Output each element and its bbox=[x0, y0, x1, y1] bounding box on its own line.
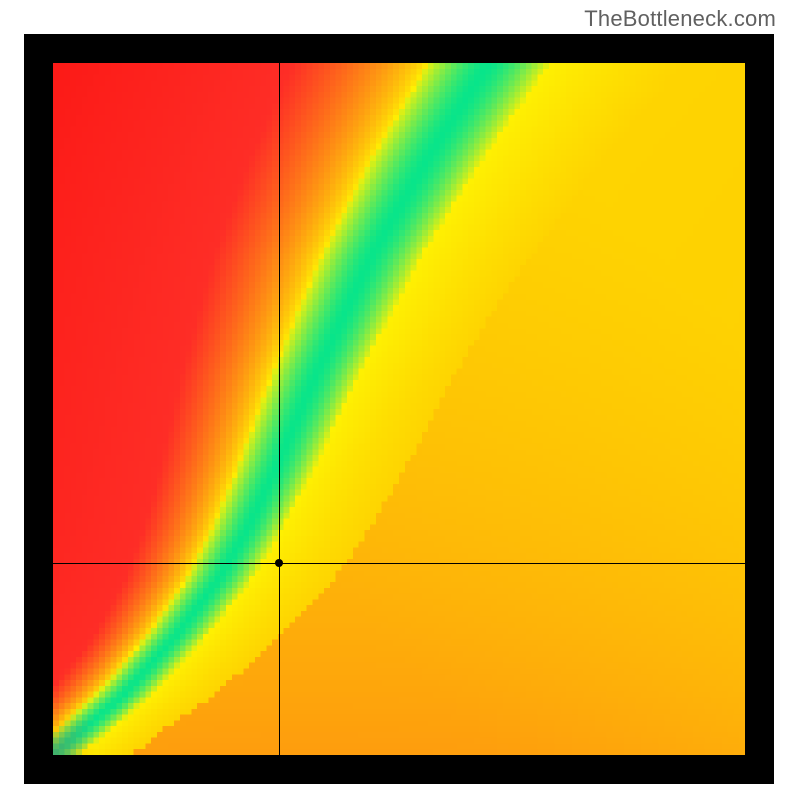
plot-outer-frame bbox=[24, 34, 774, 784]
crosshair-horizontal bbox=[53, 563, 745, 564]
figure-container: TheBottleneck.com bbox=[0, 0, 800, 800]
heatmap-canvas bbox=[53, 63, 745, 755]
watermark-text: TheBottleneck.com bbox=[584, 6, 776, 32]
marker-point bbox=[275, 559, 283, 567]
plot-inner-area bbox=[53, 63, 745, 755]
crosshair-vertical bbox=[279, 63, 280, 755]
